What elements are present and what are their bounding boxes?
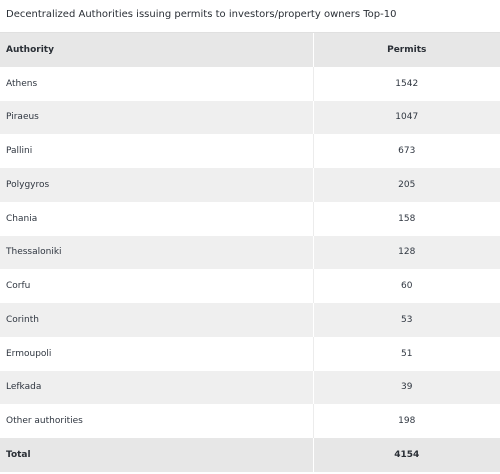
permits-cell: 39 xyxy=(313,370,500,405)
table-row: Lefkada 39 xyxy=(0,370,500,405)
permits-table: Authority Permits Athens 1542 Piraeus 10… xyxy=(0,33,500,472)
permits-cell: 198 xyxy=(313,404,500,438)
table-row: Corinth 53 xyxy=(0,303,500,337)
permits-cell: 1542 xyxy=(313,66,500,101)
permits-cell: 158 xyxy=(313,201,500,236)
column-header-permits: Permits xyxy=(313,33,500,67)
permits-cell: 60 xyxy=(313,269,500,303)
table-row: Ermoupoli 51 xyxy=(0,336,500,371)
total-label: Total xyxy=(0,438,314,472)
authority-cell: Other authorities xyxy=(0,404,314,438)
authority-cell: Chania xyxy=(0,201,314,236)
table-row: Thessaloniki 128 xyxy=(0,235,500,270)
table-row: Piraeus 1047 xyxy=(0,100,500,135)
table-row: Other authorities 198 xyxy=(0,404,500,438)
permits-cell: 673 xyxy=(313,134,500,168)
authority-cell: Lefkada xyxy=(0,370,314,405)
authority-cell: Polygyros xyxy=(0,168,314,202)
total-value: 4154 xyxy=(313,438,500,472)
authority-cell: Athens xyxy=(0,66,314,101)
permits-cell: 51 xyxy=(313,336,500,371)
table-row: Polygyros 205 xyxy=(0,168,500,202)
authority-cell: Ermoupoli xyxy=(0,336,314,371)
table-row: Athens 1542 xyxy=(0,66,500,101)
table-row: Chania 158 xyxy=(0,201,500,236)
authority-cell: Corinth xyxy=(0,303,314,337)
permits-cell: 53 xyxy=(313,303,500,337)
divider xyxy=(0,32,500,33)
column-header-authority: Authority xyxy=(0,33,314,67)
authority-cell: Corfu xyxy=(0,269,314,303)
page-title: Decentralized Authorities issuing permit… xyxy=(6,9,397,20)
authority-cell: Pallini xyxy=(0,134,314,168)
total-row: Total 4154 xyxy=(0,438,500,472)
table-row: Pallini 673 xyxy=(0,134,500,168)
authority-cell: Piraeus xyxy=(0,100,314,135)
permits-cell: 205 xyxy=(313,168,500,202)
table-row: Corfu 60 xyxy=(0,269,500,303)
table-header-row: Authority Permits xyxy=(0,33,500,67)
permits-cell: 1047 xyxy=(313,100,500,135)
authority-cell: Thessaloniki xyxy=(0,235,314,270)
permits-cell: 128 xyxy=(313,235,500,270)
